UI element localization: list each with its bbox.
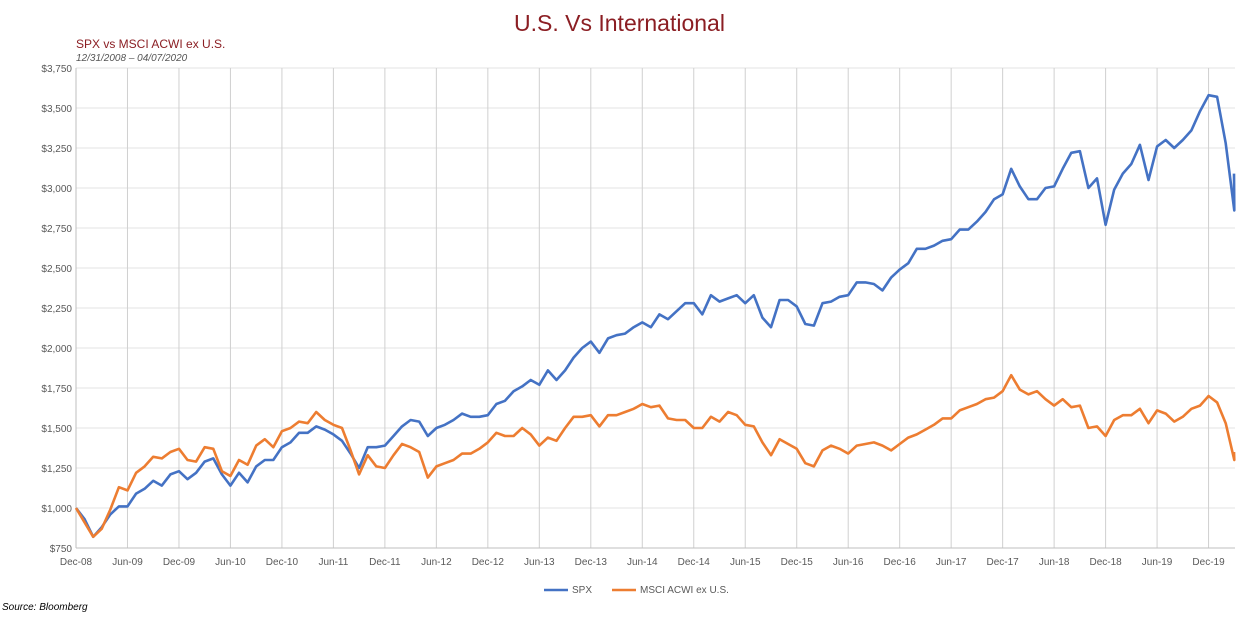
x-tick-label: Jun-09 <box>112 557 143 568</box>
legend-label: MSCI ACWI ex U.S. <box>640 585 729 596</box>
y-tick-label: $1,000 <box>41 504 72 515</box>
y-tick-label: $1,500 <box>41 424 72 435</box>
x-tick-label: Jun-14 <box>627 557 658 568</box>
y-tick-label: $2,250 <box>41 304 72 315</box>
y-tick-label: $1,750 <box>41 384 72 395</box>
series-line-msci-acwi-ex-us <box>74 373 1236 539</box>
y-tick-label: $2,000 <box>41 344 72 355</box>
x-tick-label: Dec-09 <box>163 557 196 568</box>
y-tick-label: $2,750 <box>41 224 72 235</box>
x-tick-label: Dec-15 <box>781 557 814 568</box>
x-tick-label: Jun-10 <box>215 557 246 568</box>
source-note: Source: Bloomberg <box>2 602 88 613</box>
x-tick-label: Jun-13 <box>524 557 555 568</box>
y-tick-label: $3,000 <box>41 184 72 195</box>
y-tick-label: $1,250 <box>41 464 72 475</box>
x-tick-label: Jun-16 <box>833 557 864 568</box>
x-tick-label: Dec-14 <box>678 557 711 568</box>
x-tick-label: Jun-11 <box>318 557 348 568</box>
x-tick-label: Dec-10 <box>266 557 299 568</box>
date-range: 12/31/2008 – 04/07/2020 <box>76 53 188 64</box>
x-tick-label: Dec-16 <box>884 557 917 568</box>
x-tick-label: Dec-13 <box>575 557 608 568</box>
y-tick-label: $750 <box>50 544 73 555</box>
series-line-spx <box>74 93 1236 539</box>
legend-label: SPX <box>572 585 592 596</box>
x-tick-label: Dec-18 <box>1089 557 1122 568</box>
x-tick-label: Jun-17 <box>936 557 967 568</box>
y-tick-label: $3,250 <box>41 144 72 155</box>
x-tick-label: Dec-17 <box>987 557 1020 568</box>
y-tick-label: $3,750 <box>41 64 72 75</box>
x-tick-label: Jun-12 <box>421 557 452 568</box>
x-tick-label: Dec-11 <box>369 557 401 568</box>
x-tick-label: Jun-18 <box>1039 557 1070 568</box>
x-tick-label: Jun-15 <box>730 557 761 568</box>
x-tick-label: Dec-19 <box>1192 557 1225 568</box>
x-tick-label: Dec-08 <box>60 557 93 568</box>
x-tick-label: Jun-19 <box>1142 557 1173 568</box>
chart-subtitle: SPX vs MSCI ACWI ex U.S. <box>76 37 226 51</box>
y-tick-label: $3,500 <box>41 104 72 115</box>
chart-title: U.S. Vs International <box>514 10 725 36</box>
y-tick-label: $2,500 <box>41 264 72 275</box>
x-tick-label: Dec-12 <box>472 557 505 568</box>
